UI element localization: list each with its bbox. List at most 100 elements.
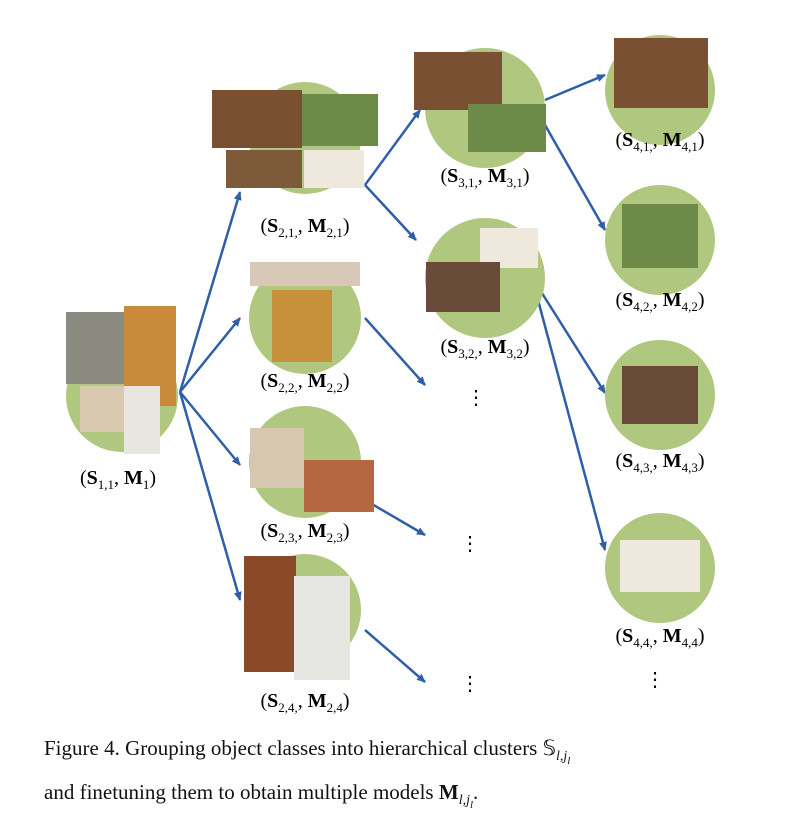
label-part: ( (80, 467, 87, 489)
math-symbol: 𝕊 (542, 736, 556, 760)
arrow (179, 391, 241, 466)
arrow (178, 191, 242, 393)
caption-text: . (473, 779, 479, 804)
object-image (614, 38, 708, 108)
label-part: S (267, 690, 278, 712)
object-image (244, 556, 296, 672)
object-image (302, 94, 378, 146)
label-subscript: 4,4, (633, 635, 653, 650)
label-part: ( (260, 690, 267, 712)
object-image (622, 204, 698, 268)
node-label: (S3,1,, M3,1) (440, 165, 529, 190)
label-part: , (298, 215, 308, 237)
label-part: ( (615, 289, 622, 311)
ellipsis: ⋮ (645, 669, 665, 691)
arrow (544, 73, 606, 102)
label-part: ) (343, 690, 350, 712)
label-part: , (298, 520, 308, 542)
label-part: ( (615, 625, 622, 647)
caption-text: Figure 4. Grouping object classes into h… (44, 736, 543, 760)
label-subscript: 1,1 (98, 477, 114, 492)
arrow (178, 391, 242, 601)
label-subscript: 3,2 (507, 346, 523, 361)
node-label: (S4,1,, M4,1) (615, 129, 704, 154)
label-part: S (622, 289, 633, 311)
arrow (543, 124, 607, 231)
node-label: (S3,2,, M3,2) (440, 336, 529, 361)
label-part: ( (615, 129, 622, 151)
label-part: ( (260, 215, 267, 237)
label-part: S (622, 129, 633, 151)
label-part: M (488, 165, 507, 187)
object-image (226, 150, 302, 188)
object-image (304, 150, 364, 188)
caption-line: Figure 4. Grouping object classes into h… (44, 733, 570, 777)
label-subscript: 2,1, (278, 225, 298, 240)
label-part: ( (440, 165, 447, 187)
label-subscript: 2,2 (327, 380, 343, 395)
label-part: S (447, 336, 458, 358)
arrow (179, 317, 241, 393)
label-part: S (622, 450, 633, 472)
label-part: , (653, 450, 663, 472)
label-part: ) (343, 520, 350, 542)
math-symbol: M (438, 779, 459, 804)
label-part: , (298, 370, 308, 392)
arrow (364, 498, 426, 537)
label-part: , (114, 467, 124, 489)
label-part: ) (343, 370, 350, 392)
ellipsis: ⋮ (460, 673, 480, 695)
label-subscript: 2,2, (278, 380, 298, 395)
label-subscript: 2,4 (327, 700, 344, 715)
math-sub: l,jl (556, 749, 571, 767)
label-part: S (622, 625, 633, 647)
ellipsis: ⋮ (466, 387, 486, 409)
label-part: S (267, 370, 278, 392)
label-subscript: 4,1 (682, 139, 698, 154)
label-part: M (308, 690, 327, 712)
label-part: M (663, 450, 682, 472)
label-part: , (653, 625, 663, 647)
label-subscript: 4,3 (682, 460, 698, 475)
ellipsis: ⋮ (460, 533, 480, 555)
label-subscript: 3,2, (458, 346, 478, 361)
node-label: (S2,4,, M2,4) (260, 690, 349, 715)
object-image (66, 312, 124, 384)
label-part: ( (260, 370, 267, 392)
object-image (250, 262, 360, 286)
object-image (622, 366, 698, 424)
label-part: S (267, 520, 278, 542)
label-subscript: 2,4, (278, 700, 298, 715)
math-subsub: l (567, 754, 571, 767)
label-subscript: 2,3, (278, 530, 298, 545)
label-part: ) (149, 467, 156, 489)
diagram: (S1,1, M1)(S2,1,, M2,1)(S2,2,, M2,2)(S2,… (66, 35, 715, 715)
caption-line: and finetuning them to obtain multiple m… (44, 777, 570, 821)
object-image (620, 540, 700, 592)
label-part: , (478, 336, 488, 358)
node-label: (S4,2,, M4,2) (615, 289, 704, 314)
label-part: ( (615, 450, 622, 472)
label-part: M (663, 129, 682, 151)
label-part: S (447, 165, 458, 187)
label-part: ) (343, 215, 350, 237)
object-image (426, 262, 500, 312)
label-part: ( (260, 520, 267, 542)
label-subscript: 4,4 (682, 635, 699, 650)
arrow (363, 109, 422, 186)
arrow (364, 184, 417, 241)
object-image (304, 460, 374, 512)
object-image (212, 90, 302, 148)
node-label: (S2,1,, M2,1) (260, 215, 349, 240)
label-part: ) (523, 165, 530, 187)
label-part: ) (698, 289, 705, 311)
label-part: M (308, 370, 327, 392)
arrow (364, 317, 426, 386)
label-subscript: 4,2 (682, 299, 698, 314)
label-subscript: 2,3 (327, 530, 343, 545)
label-part: S (267, 215, 278, 237)
object-image (414, 52, 502, 110)
math-sub-text: l,j (458, 793, 470, 809)
label-part: , (478, 165, 488, 187)
